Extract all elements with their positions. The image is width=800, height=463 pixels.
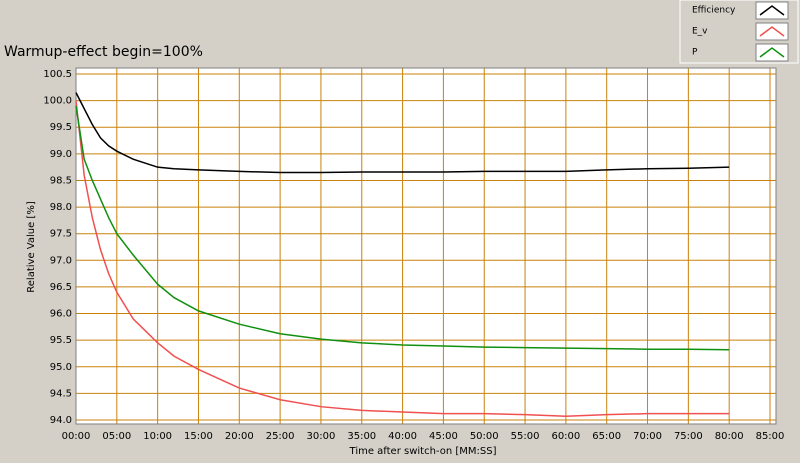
x-tick-label: 00:00 <box>62 431 91 442</box>
y-tick-label: 94.0 <box>50 415 72 426</box>
y-tick-label: 97.0 <box>50 255 72 266</box>
y-axis-label: Relative Value [%] <box>26 201 37 293</box>
y-tick-label: 94.5 <box>50 388 72 399</box>
y-tick-label: 96.0 <box>50 309 72 320</box>
y-tick-label: 99.5 <box>50 122 72 133</box>
y-tick-label: 95.0 <box>50 362 72 373</box>
legend-swatch <box>759 26 785 37</box>
chart-title: Warmup-effect begin=100% <box>4 44 203 60</box>
plot-frame <box>75 67 777 425</box>
y-tick-label: 96.5 <box>50 282 72 293</box>
x-tick-label: 20:00 <box>225 431 254 442</box>
x-tick-label: 80:00 <box>715 431 744 442</box>
legend-swatch <box>759 47 785 58</box>
x-tick-label: 35:00 <box>347 431 376 442</box>
y-tick-label: 99.0 <box>50 149 72 160</box>
x-tick-label: 55:00 <box>511 431 540 442</box>
y-tick-label: 98.5 <box>50 175 72 186</box>
legend-swatch <box>759 5 785 16</box>
y-tick-label: 95.5 <box>50 335 72 346</box>
x-tick-label: 60:00 <box>551 431 580 442</box>
x-tick-label: 25:00 <box>266 431 295 442</box>
x-tick-label: 85:00 <box>756 431 785 442</box>
series-line <box>75 100 730 418</box>
x-tick-label: 70:00 <box>633 431 662 442</box>
y-tick-label: 100.5 <box>43 69 72 80</box>
x-tick-label: 10:00 <box>143 431 172 442</box>
legend-label: P <box>692 48 698 58</box>
x-tick-label: 05:00 <box>102 431 131 442</box>
x-tick-label: 30:00 <box>307 431 336 442</box>
y-tick-label: 98.0 <box>50 202 72 213</box>
legend-swatch-box <box>755 22 789 41</box>
x-tick-label: 45:00 <box>429 431 458 442</box>
legend-swatch-box <box>755 1 789 20</box>
series-line <box>75 92 730 174</box>
series-line <box>75 105 730 351</box>
x-tick-label: 15:00 <box>184 431 213 442</box>
y-tick-label: 100.0 <box>43 96 72 107</box>
legend-label: Efficiency <box>692 6 736 16</box>
x-axis-label: Time after switch-on [MM:SS] <box>349 446 497 457</box>
y-tick-label: 97.5 <box>50 229 72 240</box>
x-tick-label: 75:00 <box>674 431 703 442</box>
plot-area <box>76 68 776 424</box>
legend-swatch-box <box>755 43 789 62</box>
x-tick-label: 40:00 <box>388 431 417 442</box>
legend-label: E_v <box>692 27 708 37</box>
x-tick-label: 50:00 <box>470 431 499 442</box>
x-tick-label: 65:00 <box>592 431 621 442</box>
